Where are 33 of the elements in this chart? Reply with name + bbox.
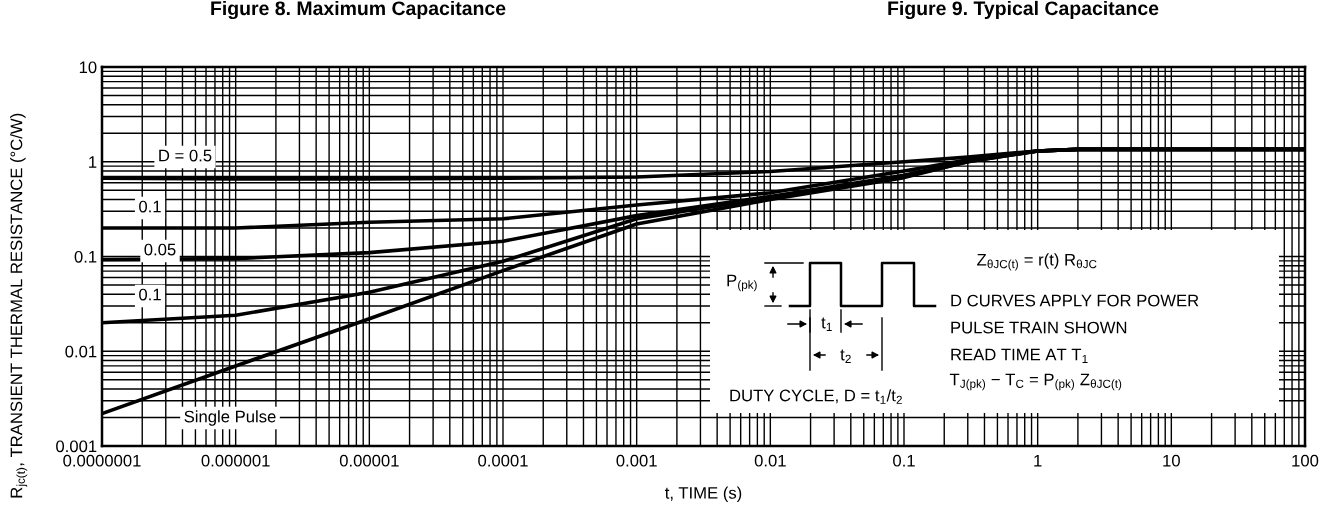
annotation: DUTY CYCLE, D = t$_{1}$/t$_{2}$ [730, 389, 902, 404]
y-tick-label: 1 [89, 156, 97, 168]
caption: Figure 8. Maximum Capacitance [211, 0, 506, 20]
x-tick-label: 0.1 [893, 454, 915, 467]
annotation: D CURVES APPLY FOR POWER [951, 294, 1199, 307]
series-label: D = 0.5 [159, 149, 212, 162]
annotation: PULSE TRAIN SHOWN [951, 321, 1127, 334]
series-label: 0.1 [139, 200, 161, 213]
annotation: t$_{1}$ [821, 317, 832, 331]
annotation: Z$_{θJC(t)}$ = r(t) R$_{θJC}$ [977, 253, 1097, 271]
x-tick-label: 0.0000001 [63, 454, 141, 467]
y-axis-title: R$_{jc(t)}$, TRANSIENT THERMAL RESISTANCE (°C/W) [10, 113, 28, 498]
y-tick-label: 0.1 [74, 250, 97, 263]
series-label: 0.1 [139, 288, 161, 301]
caption: Figure 9. Typical Capacitance [888, 0, 1159, 20]
x-tick-label: 0.01 [754, 454, 786, 467]
x-tick-label: 0.001 [616, 454, 657, 467]
x-tick-label: 100 [1292, 454, 1319, 467]
series-label: Single Pulse [184, 410, 276, 426]
annotation: T$_{J(pk)}$ − T$_{C}$ = P$_{(pk)}$ Z$_{θJC(t)}$ [949, 373, 1122, 391]
x-tick-label: 0.0001 [478, 454, 528, 467]
y-tick-label: 0.01 [65, 345, 97, 358]
x-tick-label: 10 [1163, 454, 1180, 467]
annotation: t$_{2}$ [840, 349, 851, 363]
x-axis-title: t, TIME (s) [665, 486, 742, 503]
x-tick-label: 1 [1034, 454, 1042, 467]
y-tick-label: 10 [79, 61, 97, 74]
series-label: 0.05 [144, 243, 176, 256]
annotation: P$_{(pk)}$ [727, 274, 757, 292]
y-tick-label: 0.001 [56, 440, 97, 453]
x-tick-label: 0.00001 [339, 454, 399, 467]
x-tick-label: 0.000001 [201, 454, 270, 467]
annotation: READ TIME AT T$_{1}$ [951, 348, 1088, 363]
